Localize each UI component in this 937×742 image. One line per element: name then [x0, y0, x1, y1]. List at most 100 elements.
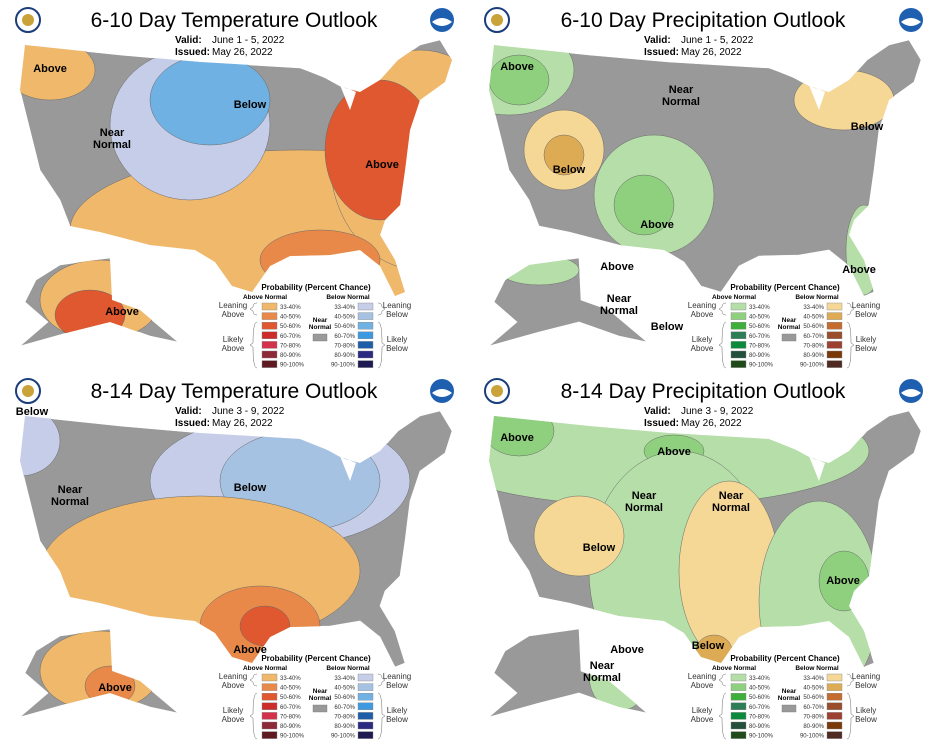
above-range: 40-50%: [280, 686, 301, 692]
panel-title: 6-10 Day Temperature Outlook: [91, 9, 378, 32]
region-label: Above: [610, 644, 644, 656]
valid-label: Valid:: [644, 35, 671, 46]
below-range: 50-60%: [803, 324, 824, 330]
likely-below-label: Below: [855, 715, 877, 724]
leaning-above-label: Leaning: [219, 301, 247, 310]
near-normal-swatch: [312, 704, 328, 713]
region-label: Above: [500, 61, 534, 73]
above-range: 50-60%: [280, 695, 301, 701]
great-lakes: [769, 431, 829, 481]
region-label: Normal: [583, 672, 621, 684]
valid-label: Valid:: [644, 406, 671, 417]
above-normal-header: Above Normal: [712, 665, 756, 672]
below-swatch: [826, 721, 843, 730]
above-swatch: [730, 322, 747, 330]
near-normal-label: Near: [313, 317, 328, 324]
near-normal-swatch: [781, 333, 797, 342]
near-normal-label: Near: [782, 688, 797, 695]
below-range: 40-50%: [803, 686, 824, 692]
below-range: 50-60%: [334, 324, 355, 330]
legend-brace: [377, 321, 386, 369]
noaa-logo: [899, 379, 923, 403]
likely-above-label: Likely: [692, 706, 712, 715]
legend-brace: [846, 321, 855, 369]
region-label: Above: [640, 219, 674, 231]
below-swatch: [826, 702, 843, 710]
likely-above-label: Likely: [692, 335, 712, 344]
valid-label: Valid:: [175, 35, 202, 46]
above-normal-header: Above Normal: [243, 665, 287, 672]
above-swatch: [261, 322, 278, 330]
above-swatch: [730, 693, 747, 701]
above-range: 90-100%: [749, 363, 774, 369]
leaning-above-label: Above: [691, 310, 714, 319]
probability-region: [613, 174, 675, 236]
below-swatch: [826, 712, 843, 720]
likely-above-label: Above: [222, 715, 245, 724]
region-label: Above: [98, 682, 132, 694]
probability-legend: Probability (Percent Chance) Above Normal…: [688, 654, 880, 740]
region-label: Above: [233, 644, 267, 656]
panel-title: 8-14 Day Precipitation Outlook: [561, 380, 846, 403]
near-normal-label: Normal: [309, 695, 332, 702]
below-range: 80-90%: [334, 724, 355, 730]
above-swatch: [730, 341, 747, 349]
below-swatch: [826, 350, 843, 359]
above-swatch: [730, 350, 747, 359]
legend-brace: [846, 673, 855, 687]
issued-date: May 26, 2022: [681, 418, 742, 429]
near-normal-swatch: [312, 333, 328, 342]
noaa-logo: [899, 8, 923, 32]
above-range: 50-60%: [749, 324, 770, 330]
above-swatch: [261, 350, 278, 359]
likely-below-label: Likely: [387, 335, 407, 344]
below-range: 50-60%: [334, 695, 355, 701]
region-label: Near: [590, 660, 615, 672]
below-swatch: [826, 693, 843, 701]
above-range: 70-80%: [280, 714, 301, 720]
above-range: 90-100%: [280, 734, 305, 740]
above-swatch: [261, 683, 278, 691]
below-swatch: [826, 360, 843, 368]
below-range: 33-40%: [803, 676, 824, 682]
above-range: 70-80%: [749, 714, 770, 720]
likely-above-label: Likely: [223, 335, 243, 344]
legend-brace: [718, 302, 727, 316]
below-range: 60-70%: [334, 334, 355, 340]
region-label: Near: [607, 293, 632, 305]
valid-dates: June 1 - 5, 2022: [681, 35, 754, 46]
below-range: 90-100%: [331, 734, 356, 740]
above-range: 60-70%: [280, 334, 301, 340]
leaning-below-label: Leaning: [852, 672, 880, 681]
above-range: 60-70%: [749, 705, 770, 711]
below-range: 33-40%: [803, 305, 824, 311]
likely-above-label: Likely: [223, 706, 243, 715]
above-range: 40-50%: [280, 315, 301, 321]
leaning-above-label: Leaning: [219, 672, 247, 681]
probability-region: [324, 79, 436, 221]
below-range: 90-100%: [331, 363, 356, 369]
leaning-above-label: Leaning: [688, 301, 716, 310]
above-range: 90-100%: [749, 734, 774, 740]
below-swatch: [357, 331, 374, 339]
above-swatch: [261, 712, 278, 720]
below-normal-header: Below Normal: [326, 665, 370, 672]
region-label: Near: [719, 490, 744, 502]
issued-label: Issued:: [175, 47, 210, 58]
above-range: 80-90%: [280, 724, 301, 730]
probability-legend: Probability (Percent Chance) Above Normal…: [219, 283, 411, 369]
below-swatch: [357, 693, 374, 701]
above-range: 80-90%: [749, 353, 770, 359]
legend-title: Probability (Percent Chance): [261, 283, 371, 292]
leaning-above-label: Leaning: [688, 672, 716, 681]
region-label: Below: [234, 482, 267, 494]
region-label: Normal: [625, 502, 663, 514]
probability-legend: Probability (Percent Chance) Above Normal…: [219, 654, 411, 740]
below-swatch: [826, 683, 843, 691]
region-label: Normal: [600, 305, 638, 317]
below-swatch: [826, 302, 843, 311]
above-range: 40-50%: [749, 686, 770, 692]
below-range: 33-40%: [334, 305, 355, 311]
above-swatch: [730, 721, 747, 730]
above-range: 70-80%: [749, 343, 770, 349]
